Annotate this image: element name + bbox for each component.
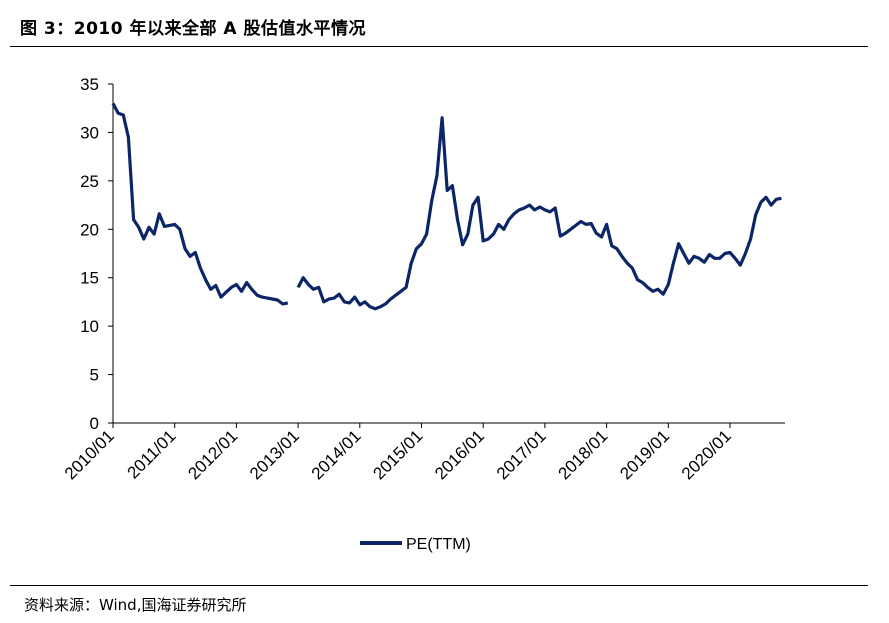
x-tick-label: 2020/01 xyxy=(678,426,735,483)
x-tick-label: 2010/01 xyxy=(61,426,118,483)
y-tick-label: 30 xyxy=(80,123,99,142)
series-line-pe-ttm xyxy=(111,102,782,311)
x-tick-label: 2011/01 xyxy=(124,426,180,482)
y-tick-label: 15 xyxy=(80,269,99,288)
x-tick-label: 2012/01 xyxy=(184,426,241,483)
y-tick-label: 10 xyxy=(80,317,99,336)
x-tick-label: 2015/01 xyxy=(369,426,426,483)
x-tick-label: 2014/01 xyxy=(308,426,365,483)
y-tick-label: 0 xyxy=(90,414,99,433)
title-divider xyxy=(10,46,868,47)
legend-label: PE(TTM) xyxy=(406,536,471,553)
x-tick-label: 2017/01 xyxy=(493,426,550,483)
x-tick-label: 2018/01 xyxy=(555,426,612,483)
legend: PE(TTM) xyxy=(360,536,471,553)
chart-title: 图 3：2010 年以来全部 A 股估值水平情况 xyxy=(20,19,366,39)
footer-divider xyxy=(10,585,868,586)
y-tick-label: 25 xyxy=(80,172,99,191)
source-note: 资料来源：Wind,国海证券研究所 xyxy=(24,596,247,614)
x-tick-label: 2013/01 xyxy=(246,426,303,483)
x-tick-label: 2016/01 xyxy=(431,426,488,483)
y-tick-label: 5 xyxy=(90,366,99,385)
x-tick-label: 2019/01 xyxy=(616,426,673,483)
y-tick-label: 35 xyxy=(80,75,99,94)
y-tick-label: 20 xyxy=(80,220,99,239)
